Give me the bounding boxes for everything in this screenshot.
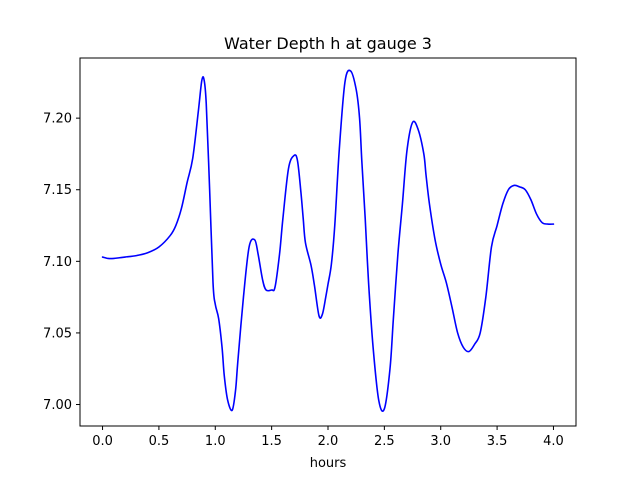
x-tick-label: 1.5 — [261, 434, 282, 449]
x-tick-label: 0.0 — [92, 434, 113, 449]
x-tick-label: 4.0 — [543, 434, 564, 449]
y-tick-label: 7.10 — [43, 255, 72, 270]
x-tick-label: 3.5 — [487, 434, 508, 449]
x-axis: 0.0 0.5 1.0 1.5 2.0 2.5 3.0 3.5 4.0 — [92, 426, 564, 449]
x-axis-label: hours — [310, 456, 347, 471]
series-line-0 — [101, 69, 555, 412]
x-tick-label: 2.5 — [374, 434, 395, 449]
y-tick-label: 7.05 — [43, 326, 72, 341]
y-tick-label: 7.00 — [43, 398, 72, 413]
y-tick-label: 7.20 — [43, 112, 72, 127]
y-tick-label: 7.15 — [43, 183, 72, 198]
y-axis: 7.00 7.05 7.10 7.15 7.20 — [43, 112, 80, 413]
x-tick-label: 1.0 — [205, 434, 226, 449]
x-tick-label: 0.5 — [149, 434, 170, 449]
x-tick-label: 2.0 — [318, 434, 339, 449]
plot-area — [101, 69, 555, 412]
chart-title: Water Depth h at gauge 3 — [224, 34, 432, 53]
x-tick-label: 3.0 — [430, 434, 451, 449]
